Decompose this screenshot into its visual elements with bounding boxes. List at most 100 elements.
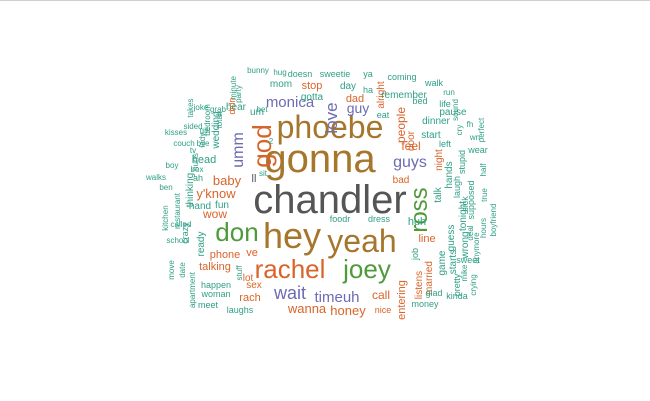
word-head: head <box>192 154 216 166</box>
word-dinner: dinner <box>422 116 450 127</box>
word-crazy: crazy <box>180 222 190 244</box>
word-entering: entering <box>396 280 408 320</box>
word-phone: phone <box>210 249 241 261</box>
word-talk: talk <box>433 186 444 203</box>
word-hurts: hurts <box>191 153 200 171</box>
word-joey: joey <box>342 254 391 284</box>
word-doesn: doesn <box>288 69 313 79</box>
word-restaurant: restaurant <box>173 192 182 229</box>
word-god: god <box>247 124 277 167</box>
word-takes: takes <box>186 98 195 117</box>
word-baby: baby <box>213 173 242 188</box>
word-ve: ve <box>246 247 258 259</box>
word-lady: lady <box>198 133 207 148</box>
word-mike: mike <box>460 264 469 281</box>
word-deal: deal <box>466 225 475 240</box>
word-kitchen: kitchen <box>161 205 170 230</box>
word-anymore: anymore <box>472 232 481 264</box>
word-um: um <box>250 107 264 118</box>
word-wait: wait <box>273 283 306 303</box>
word-dad: dad <box>346 93 364 105</box>
word-job: job <box>410 248 420 261</box>
word-crying: crying <box>469 274 478 295</box>
word-half: half <box>479 163 488 177</box>
word-meet: meet <box>198 300 219 310</box>
word-wanna: wanna <box>287 301 327 316</box>
word-bedroom: bedroom <box>203 104 212 136</box>
word-ben: ben <box>159 183 172 192</box>
word-couch: couch <box>173 139 194 148</box>
word-ya: ya <box>363 69 373 79</box>
word-yeah: yeah <box>327 223 396 259</box>
word-party: party <box>234 85 243 103</box>
word-bad: bad <box>393 175 410 186</box>
word-kinda: kinda <box>446 291 468 301</box>
word-sound: sound <box>451 99 460 121</box>
word-hours: hours <box>479 218 488 238</box>
word-boyfriend: boyfriend <box>489 204 498 237</box>
word-sit: sit <box>259 169 268 178</box>
word-ready: ready <box>196 231 207 256</box>
word-lot: lot <box>243 273 254 284</box>
word-y-know: y'know <box>196 186 236 201</box>
word-gotta: gotta <box>301 92 324 103</box>
word-date: date <box>178 262 187 278</box>
word-laughs: laughs <box>227 305 254 315</box>
word-school: school <box>166 236 189 245</box>
word-line: line <box>418 233 435 245</box>
word-tv: tv <box>190 146 196 155</box>
word-wear: wear <box>467 145 488 155</box>
word-sided: sided <box>183 122 202 131</box>
word-pause: pause <box>439 107 467 118</box>
word-perfect: perfect <box>477 117 486 142</box>
word-tonight: tonight <box>458 201 469 231</box>
word-wow: wow <box>202 207 227 221</box>
top-border-line <box>0 0 650 1</box>
word-call: call <box>372 288 390 302</box>
word-rach: rach <box>239 292 260 304</box>
word-dress: dress <box>368 214 391 224</box>
word-hand: hand <box>189 201 211 212</box>
word-true: true <box>480 188 489 202</box>
word-supposed: supposed <box>466 180 476 219</box>
word-hear: hear <box>226 102 247 113</box>
word-guess: guess <box>446 225 457 252</box>
word-happen: happen <box>201 280 231 290</box>
word-joke: joke <box>193 103 209 112</box>
word-bunny: bunny <box>247 66 269 75</box>
word-sweetie: sweetie <box>320 69 351 79</box>
word-start: start <box>421 130 441 141</box>
word-coming: coming <box>387 72 416 82</box>
word-sweet: sweet <box>456 255 480 265</box>
word-move: move <box>167 260 176 280</box>
word-huh: huh <box>408 216 426 228</box>
word-listens: listens <box>414 271 425 299</box>
word-kisses: kisses <box>165 128 187 137</box>
word-monica: monica <box>266 94 315 111</box>
word-wrong: wrong <box>460 231 471 259</box>
word-remember: remember <box>381 90 427 101</box>
word-laugh: laugh <box>452 176 462 198</box>
word-honey: honey <box>330 303 366 318</box>
word-nice: nice <box>375 305 392 315</box>
word-walk: walk <box>424 78 444 88</box>
word-bed: bed <box>412 96 427 106</box>
word-box: box <box>191 165 204 174</box>
word-wedding: wedding <box>211 111 222 149</box>
word-walks: walks <box>145 173 166 182</box>
word-left: left <box>439 139 452 149</box>
word-stuff: stuff <box>235 265 244 281</box>
word-fun: fun <box>215 200 229 211</box>
word-didn: didn <box>227 97 237 114</box>
word-foodr: foodr <box>330 214 351 224</box>
word-night: night <box>434 149 445 171</box>
word-guys: guys <box>393 154 427 171</box>
word-talking: talking <box>199 261 231 273</box>
word-love: love <box>322 102 341 133</box>
word-run: run <box>443 88 455 97</box>
word-door: door <box>406 130 417 151</box>
word-apartment: apartment <box>188 271 197 308</box>
word-umm: umm <box>230 132 247 168</box>
word-money: money <box>411 299 439 309</box>
